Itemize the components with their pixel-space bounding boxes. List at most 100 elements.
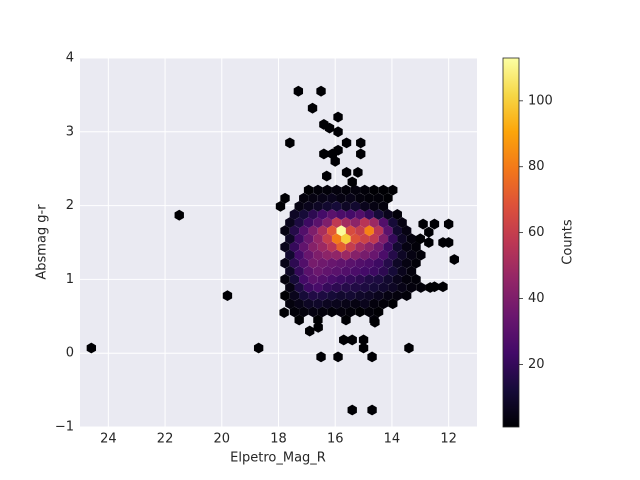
- hex-bin: [313, 249, 323, 261]
- y-tick-label: 3: [66, 124, 74, 139]
- hex-bin: [364, 225, 374, 237]
- hex-bin: [360, 217, 370, 228]
- hex-bin: [345, 290, 356, 302]
- hex-bin: [345, 225, 356, 237]
- hex-bin: [364, 290, 374, 302]
- hex-bin: [299, 241, 309, 253]
- hex-bin: [308, 225, 318, 237]
- hex-bin: [402, 257, 412, 269]
- hex-bin: [369, 282, 379, 293]
- x-axis-label: Elpetro_Mag_R: [230, 451, 326, 466]
- hex-bin: [319, 148, 329, 160]
- hex-bin: [429, 218, 440, 230]
- hex-bin: [369, 217, 379, 228]
- hex-bin: [294, 265, 304, 277]
- hex-bin: [316, 351, 326, 363]
- hex-bin: [350, 249, 361, 261]
- hex-bin: [322, 265, 332, 277]
- hex-bin: [360, 282, 370, 293]
- colorbar-tick-label: 100: [528, 93, 553, 108]
- hex-bin: [333, 111, 343, 123]
- hex-bin: [322, 249, 332, 261]
- hex-bin: [341, 249, 351, 261]
- hex-bin: [373, 192, 384, 204]
- hex-bin: [299, 192, 309, 204]
- hex-bin: [411, 274, 421, 285]
- hex-bin: [402, 225, 412, 237]
- hex-bin: [364, 241, 374, 253]
- hex-bin: [378, 282, 389, 293]
- hex-bin: [449, 254, 459, 265]
- hex-bin: [345, 274, 356, 285]
- x-tick-label: 12: [440, 432, 457, 447]
- hex-bin: [279, 307, 289, 319]
- hex-bin: [336, 209, 346, 220]
- hex-bin: [317, 225, 328, 237]
- hex-bin: [360, 200, 370, 212]
- hex-bin: [364, 306, 374, 318]
- hex-bin: [299, 209, 309, 220]
- hex-bin: [350, 265, 361, 277]
- hex-bin: [360, 249, 370, 261]
- hex-bin: [341, 166, 352, 178]
- hex-bin: [299, 306, 309, 318]
- hex-bin: [299, 274, 309, 285]
- hex-bin: [383, 290, 393, 302]
- hex-bin: [355, 209, 365, 220]
- hex-bin: [322, 200, 332, 212]
- hex-bin: [336, 192, 346, 204]
- hex-bin: [370, 316, 380, 328]
- hex-bin: [424, 226, 434, 238]
- hex-bin: [339, 334, 349, 346]
- hex-bin: [174, 209, 184, 221]
- hex-bin: [341, 200, 351, 212]
- colorbar: [502, 57, 520, 428]
- hex-bin: [397, 233, 407, 245]
- hex-bin: [86, 342, 97, 354]
- hex-bin: [222, 290, 233, 302]
- hex-bin: [331, 249, 342, 261]
- hex-bin: [331, 265, 342, 277]
- hex-bin: [303, 200, 314, 212]
- hex-bin: [285, 249, 295, 261]
- hex-bin: [411, 241, 421, 253]
- hex-bin: [280, 241, 290, 253]
- hex-bin: [406, 233, 417, 245]
- hex-bin: [397, 249, 407, 261]
- hex-bin: [364, 192, 374, 204]
- hex-bin: [383, 192, 393, 204]
- hex-bin: [336, 225, 346, 237]
- hex-bin: [388, 184, 398, 196]
- hex-bin: [327, 241, 337, 253]
- hex-bin: [369, 200, 379, 212]
- hex-bin: [303, 184, 314, 196]
- hex-bin: [383, 241, 393, 253]
- hex-bin: [308, 209, 318, 220]
- hex-bin: [336, 306, 346, 318]
- hex-bin: [341, 314, 351, 326]
- hex-bin: [443, 218, 454, 230]
- hex-bin: [388, 249, 398, 261]
- hex-bin: [373, 241, 384, 253]
- hex-bin: [322, 184, 332, 196]
- hex-bin: [327, 209, 337, 220]
- x-tick-label: 22: [157, 432, 174, 447]
- hex-bin: [327, 192, 337, 204]
- hex-bin: [411, 257, 421, 269]
- hex-bin: [313, 314, 323, 326]
- hex-bin: [397, 282, 407, 293]
- hex-bin: [369, 298, 379, 310]
- hex-bin: [429, 281, 440, 293]
- hex-bin: [289, 209, 300, 220]
- hex-bin: [333, 126, 343, 138]
- hex-bin: [388, 265, 398, 277]
- hex-bin: [331, 233, 342, 245]
- hex-bin: [317, 306, 328, 318]
- y-axis-label: Absmag g-r: [35, 204, 50, 280]
- hex-bin: [336, 257, 346, 269]
- hex-bin: [313, 265, 323, 277]
- hex-bin: [303, 249, 314, 261]
- hex-bin: [336, 290, 346, 302]
- hex-bin: [317, 209, 328, 220]
- hex-bin: [327, 290, 337, 302]
